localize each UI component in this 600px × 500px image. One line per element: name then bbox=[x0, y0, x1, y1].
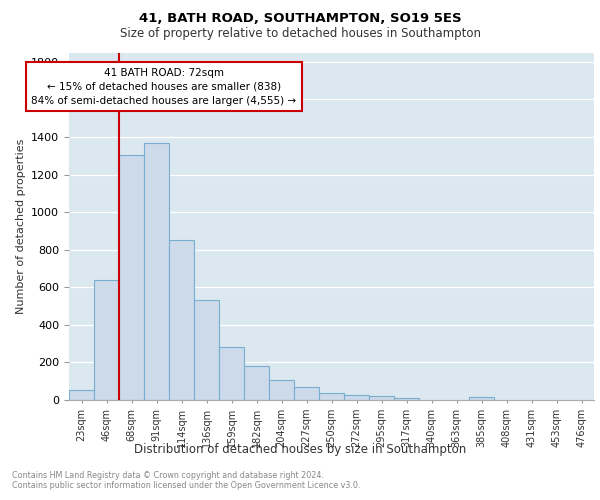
Bar bbox=[344, 396, 369, 400]
Text: 41 BATH ROAD: 72sqm
← 15% of detached houses are smaller (838)
84% of semi-detac: 41 BATH ROAD: 72sqm ← 15% of detached ho… bbox=[31, 68, 296, 106]
Bar bbox=[244, 366, 269, 400]
Bar bbox=[294, 387, 319, 400]
Bar bbox=[269, 380, 294, 400]
Bar bbox=[469, 396, 494, 400]
Bar bbox=[394, 398, 419, 400]
Bar bbox=[194, 300, 219, 400]
Text: Contains HM Land Registry data © Crown copyright and database right 2024.
Contai: Contains HM Land Registry data © Crown c… bbox=[12, 470, 361, 490]
Bar bbox=[219, 348, 244, 400]
Text: Distribution of detached houses by size in Southampton: Distribution of detached houses by size … bbox=[134, 442, 466, 456]
Bar bbox=[94, 280, 119, 400]
Bar bbox=[69, 390, 94, 400]
Bar bbox=[369, 396, 394, 400]
Bar bbox=[319, 393, 344, 400]
Y-axis label: Number of detached properties: Number of detached properties bbox=[16, 138, 26, 314]
Text: Size of property relative to detached houses in Southampton: Size of property relative to detached ho… bbox=[119, 28, 481, 40]
Bar bbox=[144, 142, 169, 400]
Bar bbox=[119, 155, 144, 400]
Text: 41, BATH ROAD, SOUTHAMPTON, SO19 5ES: 41, BATH ROAD, SOUTHAMPTON, SO19 5ES bbox=[139, 12, 461, 26]
Bar bbox=[169, 240, 194, 400]
